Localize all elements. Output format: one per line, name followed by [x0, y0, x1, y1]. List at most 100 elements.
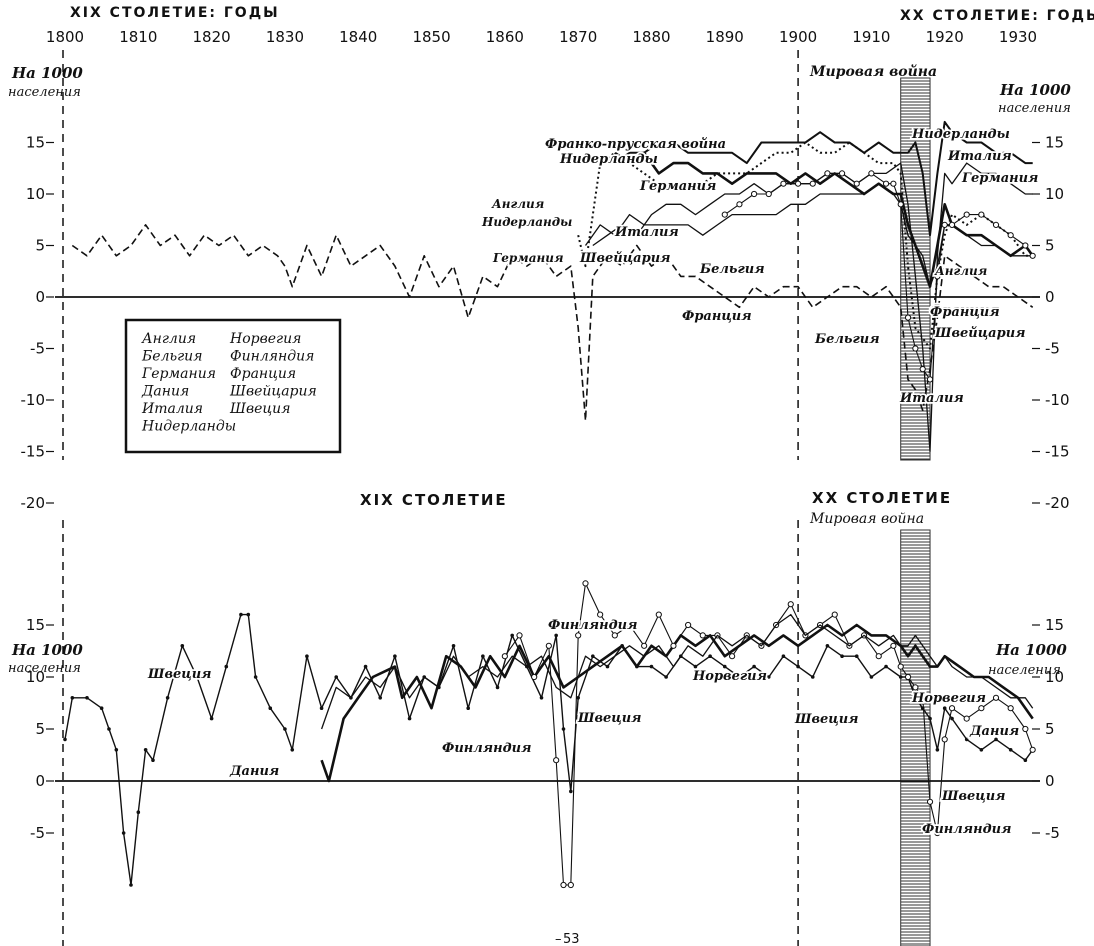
series-line: [504, 582, 1034, 886]
series-point: [964, 737, 969, 742]
series-point: [752, 664, 756, 669]
y-tick-right: 15: [1045, 616, 1064, 634]
series-point: [531, 673, 538, 681]
series-point: [875, 653, 882, 660]
series-point: [1008, 748, 1013, 752]
series-annotation: Германия: [639, 179, 716, 194]
series-annotation: Германия: [492, 251, 564, 265]
year-tick-label: 1910: [852, 28, 890, 46]
series-point: [516, 632, 523, 639]
y-tick-left: -5: [30, 340, 45, 358]
series-point: [853, 180, 860, 187]
world-war-top-label: Мировая война: [809, 63, 937, 80]
series-point: [239, 612, 243, 617]
series-point: [890, 642, 897, 649]
series-annotation: Норвегия: [692, 669, 767, 684]
series-point: [495, 685, 500, 690]
series-point: [129, 883, 133, 887]
series-annotation: Нидерланды: [481, 215, 572, 229]
year-tick-label: 1920: [926, 28, 964, 46]
series-point: [575, 632, 582, 639]
per-1000-right-b: населения: [998, 101, 1071, 116]
top-left-century: XIX СТОЛЕТИЕ: ГОДЫ: [70, 5, 280, 21]
year-tick-label: 1930: [999, 28, 1037, 46]
series-annotation: Англия: [934, 264, 987, 278]
y-tick-left: 15: [26, 616, 45, 634]
series-annotation: Нидерланды: [559, 152, 658, 167]
series-point: [582, 580, 589, 587]
legend-entry: Италия: [141, 401, 203, 417]
year-tick-label: 1810: [119, 28, 157, 46]
series-point: [934, 273, 941, 280]
series-point: [912, 684, 919, 691]
series-point: [868, 170, 875, 177]
per-1000-right-b-bottom: населения: [988, 663, 1061, 678]
y-tick-left: -15: [21, 443, 46, 461]
series-point: [978, 705, 985, 712]
y-tick-right: -10: [1045, 391, 1070, 409]
legend-box: [124, 318, 342, 454]
series-point: [831, 611, 838, 618]
series-point: [554, 633, 558, 638]
series-line: [71, 224, 1034, 422]
series-point: [560, 881, 567, 889]
series-annotation: Финляндия: [922, 822, 1011, 837]
top-panel: 15 10 5 0 -5 -10 -15 -20 15 10 5 0 -5 -10 -15 -20 Франко…: [21, 50, 1070, 512]
page-number-prefix: –: [555, 932, 562, 946]
series-annotation: Франко-прусская война: [545, 137, 726, 152]
series-point: [994, 737, 998, 742]
series-point: [664, 675, 668, 679]
y-tick-left: -10: [21, 391, 46, 409]
series-point: [641, 642, 648, 649]
series-point: [63, 737, 67, 742]
series-point: [978, 211, 985, 218]
series-line: [320, 623, 1034, 783]
series-point: [948, 705, 956, 712]
series-annotation: Швеция: [794, 712, 859, 727]
series-annotation: Франция: [930, 305, 1000, 320]
series-point: [810, 675, 815, 679]
series-point: [253, 675, 258, 679]
series-point: [737, 675, 742, 679]
series-point: [780, 180, 787, 187]
legend-entry: Дания: [141, 384, 189, 400]
series-annotation: Швеция: [941, 789, 1006, 804]
series-point: [840, 654, 844, 658]
year-tick-label: 1900: [779, 28, 817, 46]
series-point: [935, 748, 940, 752]
series-annotation: Италия: [614, 225, 679, 240]
page-number: 53: [563, 932, 580, 946]
year-tick-label: 1850: [412, 28, 450, 46]
series-point: [597, 611, 604, 618]
series-point: [576, 696, 580, 700]
series-point: [334, 675, 339, 679]
series-point: [934, 829, 941, 837]
series-point: [950, 716, 954, 721]
series-line: [320, 613, 1034, 730]
series-point: [246, 612, 251, 617]
series-point: [1022, 725, 1029, 733]
series-annotation: Бельгия: [814, 332, 880, 347]
series-point: [963, 715, 970, 722]
series-annotation: Франция: [682, 309, 752, 324]
series-point: [363, 664, 368, 669]
series-point: [699, 632, 706, 639]
year-tick-label: 1870: [559, 28, 597, 46]
series-point: [151, 758, 155, 762]
series-point: [283, 727, 287, 731]
y-tick-right: -20: [1045, 494, 1070, 512]
series-point: [919, 694, 926, 701]
per-1000-left-b: населения: [8, 85, 81, 100]
series-point: [928, 716, 932, 721]
series-point: [1023, 758, 1028, 762]
y-tick-left: -20: [21, 494, 46, 512]
series-point: [136, 810, 141, 814]
series-point: [942, 706, 947, 710]
series-point: [290, 748, 295, 752]
legend-entry: Бельгия: [141, 349, 202, 365]
series-point: [107, 727, 111, 731]
